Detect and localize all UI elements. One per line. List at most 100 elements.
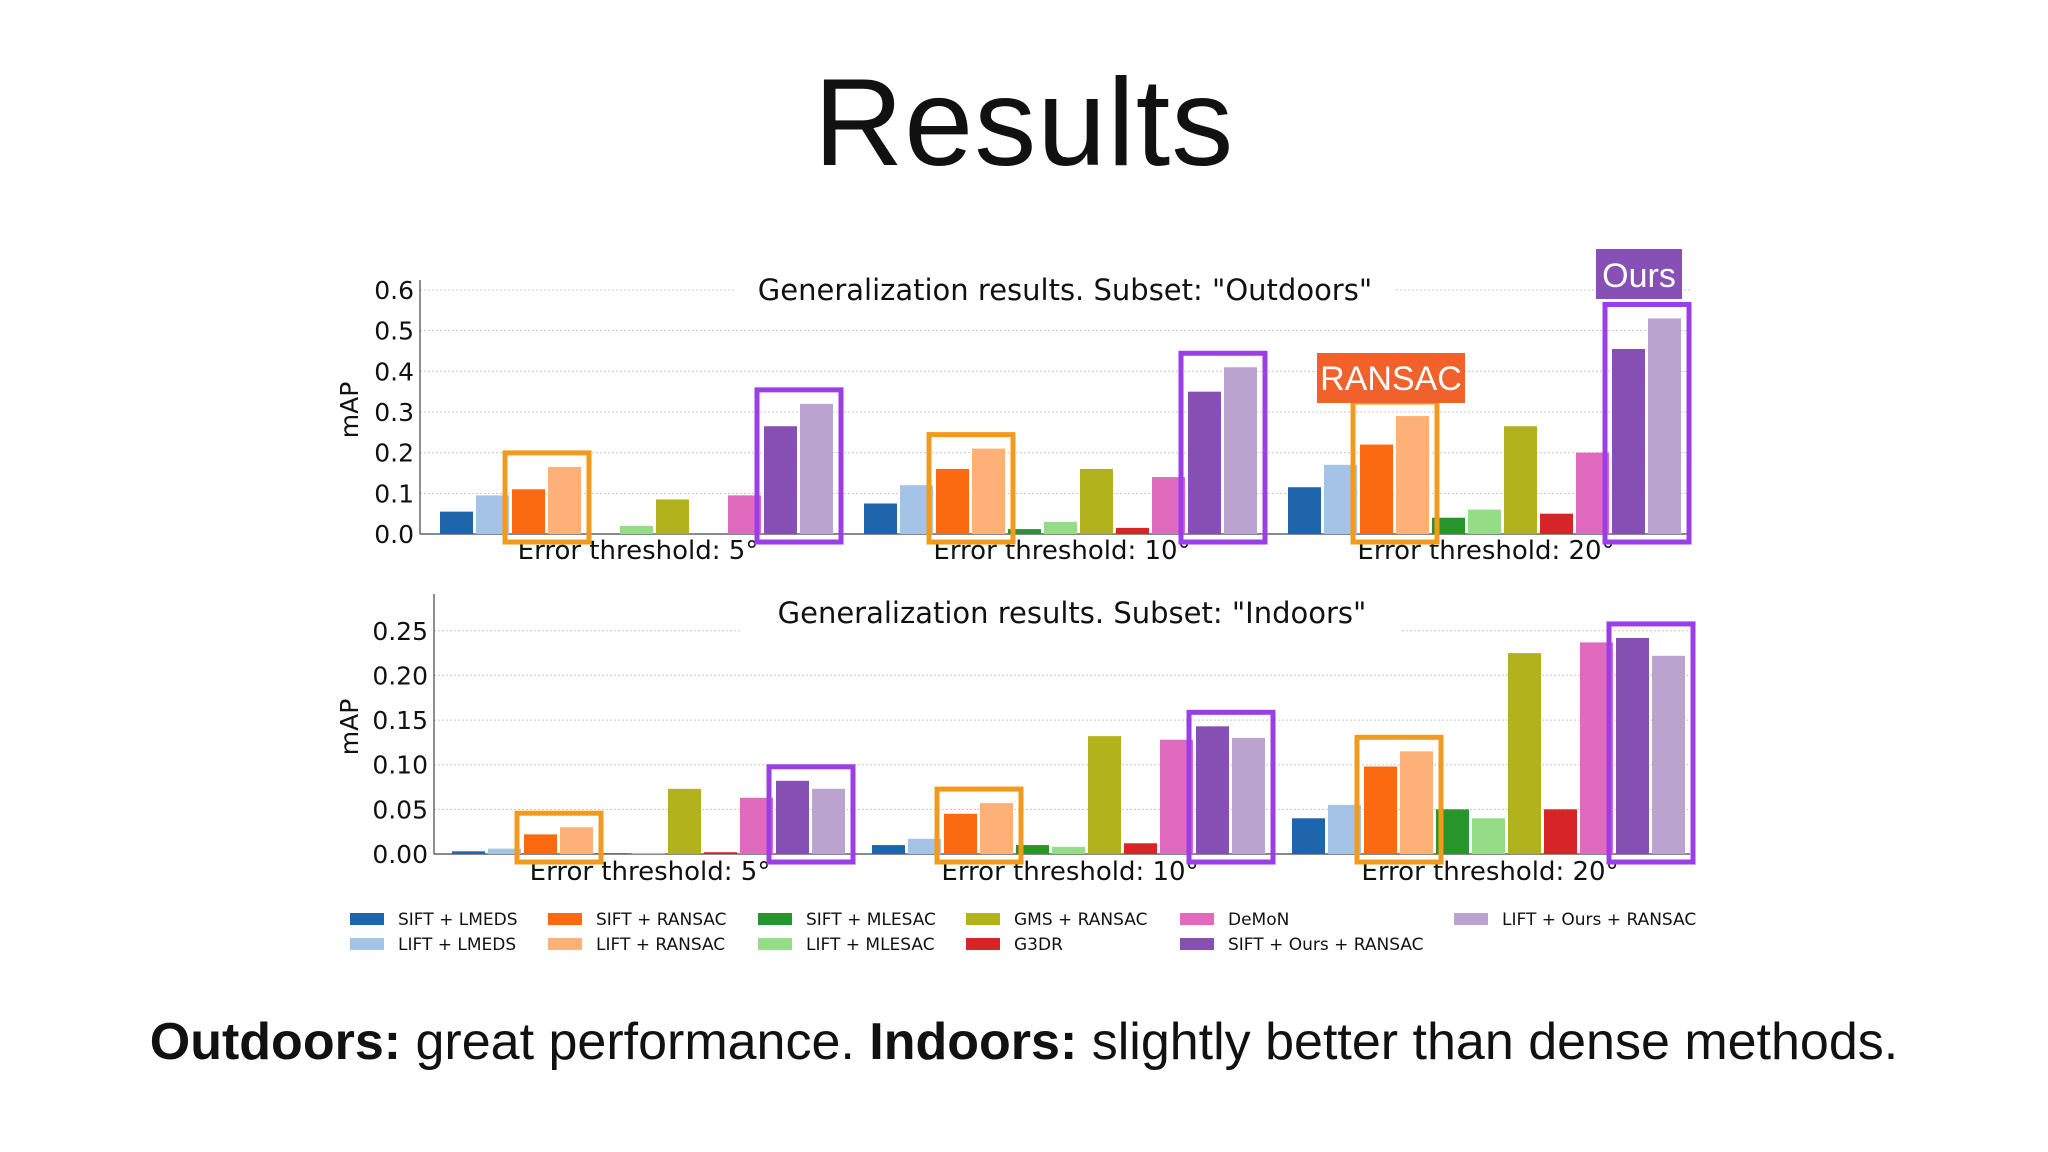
- bar: [548, 466, 581, 534]
- bar: [1044, 521, 1077, 534]
- legend-label: LIFT + Ours + RANSAC: [1502, 910, 1696, 930]
- bar: [800, 403, 833, 534]
- bar: [1008, 529, 1041, 534]
- bar: [1616, 637, 1649, 854]
- y-tick-label: 0.15: [372, 706, 428, 735]
- bar: [1360, 444, 1393, 534]
- bar: [1080, 468, 1113, 534]
- y-tick-label: 0.1: [374, 479, 414, 508]
- bar: [908, 838, 941, 854]
- ransac-highlight-box: [1354, 734, 1444, 865]
- caption-outdoors-text: great performance.: [401, 1013, 870, 1071]
- legend-swatch: [1180, 913, 1214, 925]
- slide-caption: Outdoors: great performance. Indoors: sl…: [0, 1012, 2048, 1072]
- bar: [812, 788, 845, 854]
- caption-outdoors-label: Outdoors:: [149, 1013, 402, 1071]
- legend-label: GMS + RANSAC: [1014, 910, 1147, 930]
- ours-highlight-box: [1606, 621, 1696, 865]
- annotation-tags: RANSAC Ours: [1317, 249, 1682, 403]
- legend-swatch: [548, 913, 582, 925]
- bar: [1116, 527, 1149, 534]
- y-tick-label: 0.3: [374, 398, 414, 427]
- ours-highlight-box: [1602, 301, 1692, 545]
- bar: [944, 813, 977, 854]
- bar: [1052, 846, 1085, 854]
- chart-title-backdrop: [742, 595, 1402, 635]
- legend-swatch: [350, 913, 384, 925]
- legend-swatch: [966, 938, 1000, 950]
- bar: [1504, 426, 1537, 534]
- y-tick-label: 0.4: [374, 357, 414, 386]
- y-tick-label: 0.05: [372, 795, 428, 824]
- caption-indoors-label: Indoors:: [869, 1013, 1078, 1071]
- bar: [864, 503, 897, 534]
- ours-highlight-box: [1178, 350, 1268, 545]
- y-tick-label: 0.10: [372, 751, 428, 780]
- ransac-highlight-box: [926, 432, 1016, 545]
- y-tick-label: 0.20: [372, 661, 428, 690]
- bar: [524, 834, 557, 854]
- ransac-highlight-box: [934, 786, 1024, 865]
- ransac-tag: [1317, 353, 1465, 403]
- y-tick-label: 0.2: [374, 439, 414, 468]
- bar: [1472, 818, 1505, 854]
- bar: [1612, 348, 1645, 534]
- bar: [1364, 766, 1397, 854]
- bar: [560, 827, 593, 854]
- legend-label: LIFT + LMEDS: [398, 935, 516, 955]
- bar: [668, 788, 701, 854]
- bar: [1508, 653, 1541, 854]
- bar: [596, 853, 629, 854]
- bar: [1124, 843, 1157, 854]
- bar: [1196, 726, 1229, 854]
- bar: [1288, 487, 1321, 534]
- bar: [620, 525, 653, 534]
- bar: [512, 489, 545, 534]
- y-axis-label: mAP: [335, 699, 364, 756]
- legend-label: G3DR: [1014, 935, 1063, 955]
- caption-indoors-text: slightly better than dense methods.: [1077, 1013, 1899, 1071]
- bar: [764, 426, 797, 534]
- legend-label: LIFT + MLESAC: [806, 935, 935, 955]
- legend-label: SIFT + MLESAC: [806, 910, 936, 930]
- bar: [1652, 655, 1685, 854]
- y-tick-label: 0.00: [372, 840, 428, 869]
- ours-tag: [1596, 249, 1682, 299]
- y-tick-label: 0.25: [372, 617, 428, 646]
- bar: [1540, 513, 1573, 534]
- bar: [980, 803, 1013, 854]
- ransac-highlight-box: [502, 450, 592, 545]
- bar: [872, 845, 905, 854]
- chart-title: Generalization results. Subset: "Outdoor…: [758, 273, 1372, 307]
- ransac-tag-label: RANSAC: [1320, 360, 1462, 398]
- bar: [972, 448, 1005, 534]
- bar: [1400, 751, 1433, 854]
- bar: [440, 511, 473, 534]
- y-tick-label: 0.5: [374, 317, 414, 346]
- bar: [452, 851, 485, 854]
- bar: [656, 499, 689, 534]
- bar: [488, 848, 521, 854]
- bar: [1232, 737, 1265, 854]
- y-tick-label: 0.6: [374, 276, 414, 305]
- y-axis-label: mAP: [335, 382, 364, 439]
- legend-swatch: [1454, 913, 1488, 925]
- legend-label: SIFT + RANSAC: [596, 910, 727, 930]
- legend-label: DeMoN: [1228, 910, 1289, 930]
- legend-label: SIFT + Ours + RANSAC: [1228, 935, 1424, 955]
- legend: SIFT + LMEDS LIFT + LMEDS SIFT + RANSAC LIF…: [350, 910, 1696, 955]
- bar: [1188, 391, 1221, 534]
- bar: [1648, 318, 1681, 534]
- ours-tag-label: Ours: [1602, 257, 1676, 295]
- y-tick-label: 0.0: [374, 520, 414, 549]
- bar: [632, 853, 665, 854]
- bar: [1088, 736, 1121, 854]
- bar: [1292, 818, 1325, 854]
- bar: [936, 468, 969, 534]
- legend-swatch: [758, 938, 792, 950]
- bar: [704, 852, 737, 854]
- ours-highlight-box: [754, 387, 844, 545]
